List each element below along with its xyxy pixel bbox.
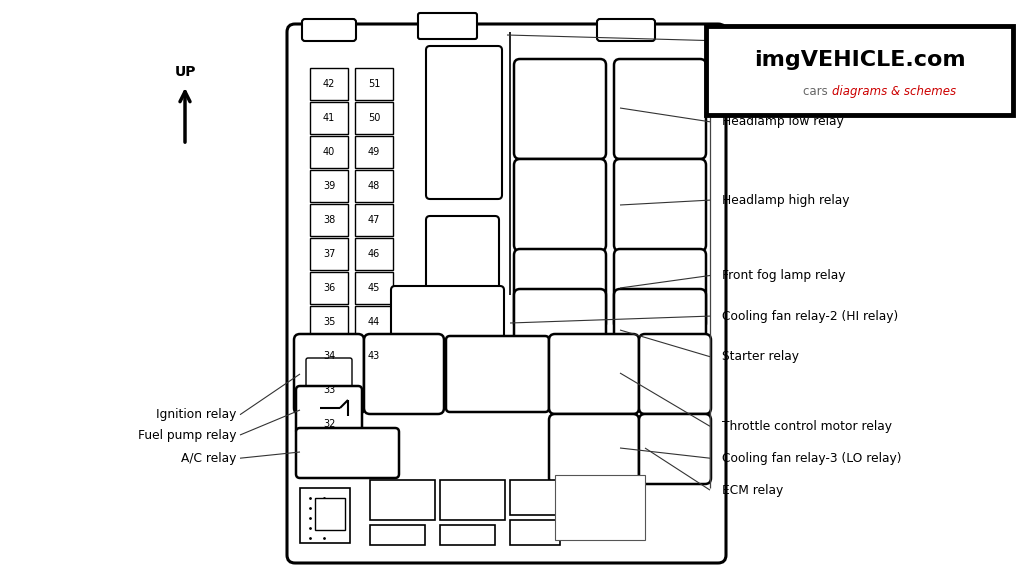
Text: 43: 43: [368, 351, 380, 361]
Bar: [310, 408, 348, 440]
Text: Headlamp low relay: Headlamp low relay: [722, 115, 844, 128]
Text: Headlamp high relay: Headlamp high relay: [722, 194, 850, 206]
Text: 38: 38: [323, 215, 335, 225]
Text: Throttle control motor relay: Throttle control motor relay: [722, 420, 892, 433]
FancyBboxPatch shape: [306, 358, 352, 390]
FancyBboxPatch shape: [426, 46, 502, 199]
Text: Starter relay: Starter relay: [722, 350, 799, 363]
FancyBboxPatch shape: [614, 289, 706, 369]
Bar: [310, 340, 348, 372]
Bar: [510, 520, 560, 545]
Bar: [310, 238, 348, 270]
Bar: [310, 374, 348, 406]
Bar: [310, 68, 348, 100]
Text: 32: 32: [323, 419, 335, 429]
Text: 40: 40: [323, 147, 335, 157]
Bar: [300, 488, 350, 543]
Text: Ignition relay: Ignition relay: [156, 408, 236, 421]
Text: 35: 35: [323, 317, 335, 327]
FancyBboxPatch shape: [364, 334, 444, 414]
Text: cars: cars: [803, 85, 831, 99]
Text: Fuel pump relay: Fuel pump relay: [137, 429, 236, 441]
FancyBboxPatch shape: [597, 19, 655, 41]
FancyBboxPatch shape: [514, 289, 606, 369]
FancyBboxPatch shape: [514, 59, 606, 159]
Text: 34: 34: [323, 351, 335, 361]
Bar: [310, 204, 348, 236]
FancyBboxPatch shape: [514, 159, 606, 251]
Bar: [355, 306, 393, 338]
FancyBboxPatch shape: [391, 286, 504, 384]
FancyBboxPatch shape: [614, 249, 706, 329]
Bar: [310, 136, 348, 168]
FancyBboxPatch shape: [639, 334, 711, 414]
Bar: [510, 480, 560, 515]
Text: imgVEHICLE.com: imgVEHICLE.com: [754, 50, 966, 70]
FancyBboxPatch shape: [302, 19, 356, 41]
Text: Cooling fan relay-2 (HI relay): Cooling fan relay-2 (HI relay): [722, 310, 898, 322]
Text: 49: 49: [368, 147, 380, 157]
FancyBboxPatch shape: [639, 414, 711, 484]
Text: 37: 37: [323, 249, 335, 259]
FancyBboxPatch shape: [426, 216, 499, 292]
Bar: [355, 272, 393, 304]
Text: diagrams & schemes: diagrams & schemes: [831, 85, 955, 99]
FancyBboxPatch shape: [294, 334, 364, 414]
Text: ECM relay: ECM relay: [722, 484, 783, 496]
FancyBboxPatch shape: [418, 13, 477, 39]
Bar: [555, 475, 645, 540]
Bar: [315, 498, 345, 530]
Bar: [355, 136, 393, 168]
FancyBboxPatch shape: [614, 59, 706, 159]
Text: 39: 39: [323, 181, 335, 191]
FancyBboxPatch shape: [614, 159, 706, 251]
Text: 36: 36: [323, 283, 335, 293]
Text: Cooling fan relay-1 (HI relay): Cooling fan relay-1 (HI relay): [722, 34, 898, 47]
Bar: [706, 26, 1013, 115]
Text: 42: 42: [323, 79, 335, 89]
Text: UP: UP: [174, 65, 196, 79]
Bar: [310, 170, 348, 202]
Bar: [440, 525, 495, 545]
FancyBboxPatch shape: [549, 334, 639, 414]
Bar: [355, 204, 393, 236]
Text: Front fog lamp relay: Front fog lamp relay: [722, 269, 846, 282]
Text: 50: 50: [368, 113, 380, 123]
Text: 48: 48: [368, 181, 380, 191]
Text: Cooling fan relay-3 (LO relay): Cooling fan relay-3 (LO relay): [722, 452, 901, 465]
Text: 47: 47: [368, 215, 380, 225]
FancyBboxPatch shape: [549, 414, 639, 484]
Text: 41: 41: [323, 113, 335, 123]
Text: 33: 33: [323, 385, 335, 395]
Bar: [355, 170, 393, 202]
Bar: [370, 480, 435, 520]
Bar: [355, 340, 393, 372]
Text: 46: 46: [368, 249, 380, 259]
FancyBboxPatch shape: [514, 249, 606, 329]
FancyBboxPatch shape: [296, 386, 362, 434]
Bar: [310, 306, 348, 338]
Text: 51: 51: [368, 79, 380, 89]
Bar: [370, 525, 425, 545]
FancyBboxPatch shape: [446, 336, 549, 412]
Bar: [355, 238, 393, 270]
FancyBboxPatch shape: [296, 428, 399, 478]
Bar: [440, 480, 505, 520]
Bar: [310, 102, 348, 134]
Bar: [355, 102, 393, 134]
Text: 45: 45: [368, 283, 380, 293]
FancyBboxPatch shape: [287, 24, 726, 563]
Text: A/C relay: A/C relay: [180, 452, 236, 465]
Text: 44: 44: [368, 317, 380, 327]
Bar: [310, 272, 348, 304]
Bar: [355, 68, 393, 100]
